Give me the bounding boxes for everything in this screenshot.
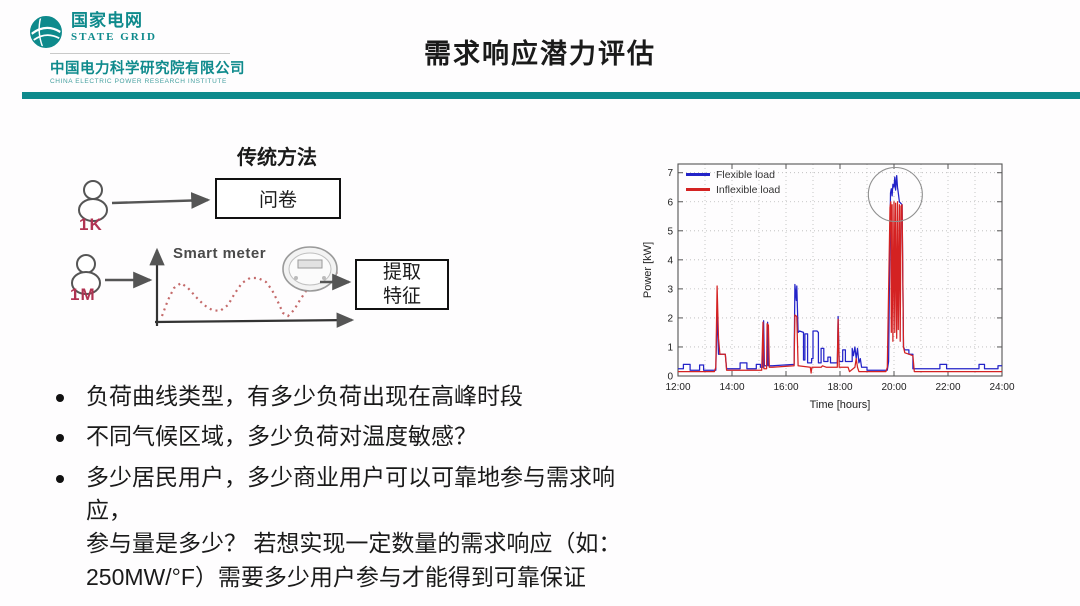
extract-features-box: 提取 特征 — [355, 259, 449, 310]
svg-text:18:00: 18:00 — [827, 382, 852, 393]
svg-text:16:00: 16:00 — [773, 382, 798, 393]
users-1m-icon — [71, 254, 101, 295]
svg-text:Power [kW]: Power [kW] — [642, 242, 654, 298]
header-rule — [22, 92, 1080, 99]
bullet-list: 负荷曲线类型，有多少负荷出现在高峰时段 不同气候区域，多少负荷对温度敏感？ 多少… — [48, 380, 648, 601]
smart-meter-label: Smart meter — [173, 245, 267, 262]
svg-text:20:00: 20:00 — [881, 382, 906, 393]
flexible-load-swatch — [686, 173, 710, 176]
logo-divider — [50, 53, 230, 54]
svg-text:4: 4 — [667, 255, 673, 266]
state-grid-logo: 国家电网 STATE GRID 中国电力科学研究院有限公司 CHINA ELEC… — [28, 11, 268, 85]
legend-row-flexible: Flexible load — [686, 167, 780, 182]
svg-text:Time [hours]: Time [hours] — [810, 399, 871, 411]
svg-text:12:00: 12:00 — [665, 382, 690, 393]
bullet-item: 多少居民用户，多少商业用户可以可靠地参与需求响应， 参与量是多少？ 若想实现一定… — [48, 461, 648, 594]
brand-name-cn: 国家电网 — [71, 11, 143, 30]
svg-text:6: 6 — [667, 197, 673, 208]
company-name-cn: 中国电力科学研究院有限公司 — [50, 61, 245, 77]
users-1k-icon — [78, 180, 108, 222]
chart-legend: Flexible load Inflexible load — [686, 167, 780, 197]
svg-text:3: 3 — [667, 284, 673, 295]
svg-text:2: 2 — [667, 313, 673, 324]
svg-text:22:00: 22:00 — [935, 382, 960, 393]
page-title: 需求响应潜力评估 — [424, 39, 656, 69]
svg-text:7: 7 — [667, 168, 673, 179]
legend-label: Flexible load — [716, 168, 775, 181]
svg-text:24:00: 24:00 — [989, 382, 1014, 393]
group-size-1k-label: 1K — [79, 215, 103, 234]
method-diagram — [71, 180, 355, 328]
svg-text:1: 1 — [667, 342, 673, 353]
smart-meter-icon — [282, 246, 338, 292]
inflexible-load-swatch — [686, 188, 710, 191]
load-chart-plot: 12:00 14:00 16:00 18:00 20:00 22:00 24:00 0 1 2 3 4… — [642, 163, 1015, 411]
legend-row-inflexible: Inflexible load — [686, 182, 780, 197]
company-name-en: CHINA ELECTRIC POWER RESEARCH INSTITUTE — [50, 78, 227, 85]
brand-name-en: STATE GRID — [71, 30, 157, 43]
group-size-1m-label: 1M — [70, 285, 96, 304]
legend-label: Inflexible load — [716, 183, 781, 196]
survey-box: 问卷 — [215, 178, 341, 219]
svg-text:5: 5 — [667, 226, 673, 237]
svg-text:14:00: 14:00 — [719, 382, 744, 393]
load-chart: 12:00 14:00 16:00 18:00 20:00 22:00 24:00 0 1 2 3 4… — [640, 152, 1015, 414]
arrow-1k-to-survey — [111, 192, 211, 209]
state-grid-globe-icon — [30, 16, 62, 48]
bullet-item: 负荷曲线类型，有多少负荷出现在高峰时段 — [48, 380, 648, 413]
bullet-item: 不同气候区域，多少负荷对温度敏感？ — [48, 420, 648, 453]
svg-text:0: 0 — [667, 372, 673, 383]
traditional-method-label: 传统方法 — [237, 147, 317, 169]
